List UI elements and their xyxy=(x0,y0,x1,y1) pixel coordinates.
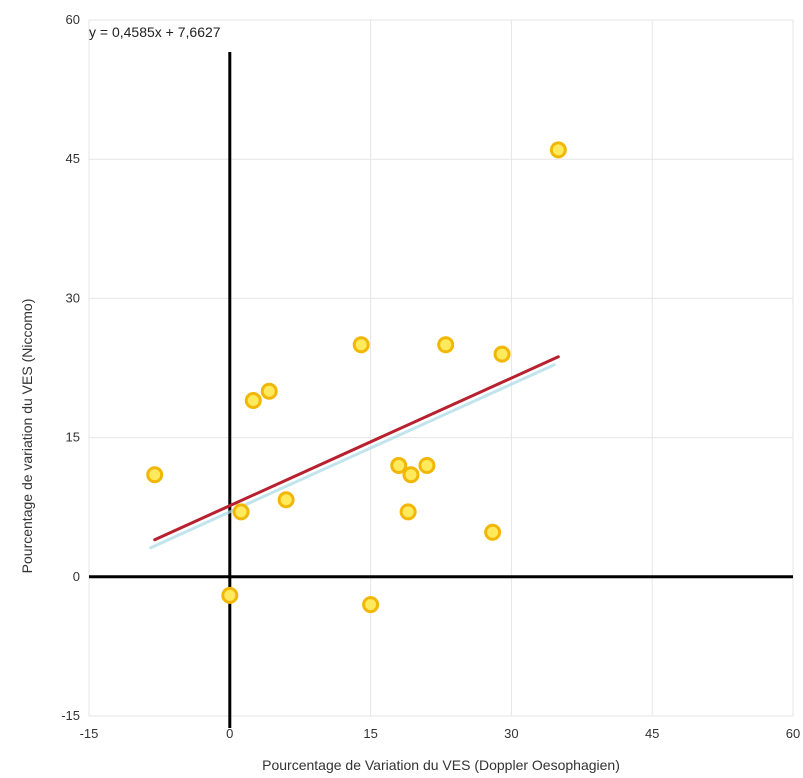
grid xyxy=(88,19,794,717)
y-tick-label: -15 xyxy=(61,708,80,723)
data-point xyxy=(260,382,278,400)
data-point xyxy=(232,503,250,521)
data-point xyxy=(437,336,455,354)
data-point xyxy=(146,466,164,484)
tick-labels: -15 0 15 30 45 60 -15 0 15 30 45 60 xyxy=(61,12,800,741)
y-tick-label: 30 xyxy=(66,290,80,305)
x-tick-label: 30 xyxy=(504,726,518,741)
y-axis-title: Pourcentage de variation du VES (Niccomo… xyxy=(19,299,35,574)
data-point xyxy=(244,391,262,409)
y-tick-label: 45 xyxy=(66,151,80,166)
data-point xyxy=(484,523,502,541)
data-point xyxy=(362,596,380,614)
data-point xyxy=(221,586,239,604)
data-point xyxy=(493,345,511,363)
x-tick-label: -15 xyxy=(80,726,99,741)
data-point xyxy=(390,456,408,474)
y-tick-label: 60 xyxy=(66,12,80,27)
trendline xyxy=(153,355,560,542)
data-point xyxy=(277,491,295,509)
data-point xyxy=(418,456,436,474)
x-tick-label: 0 xyxy=(226,726,233,741)
zero-axes xyxy=(89,52,793,728)
x-tick-label: 60 xyxy=(786,726,800,741)
x-tick-label: 45 xyxy=(645,726,659,741)
data-point xyxy=(399,503,417,521)
y-tick-label: 0 xyxy=(73,569,80,584)
y-tick-label: 15 xyxy=(66,430,80,445)
trendline-equation: y = 0,4585x + 7,6627 xyxy=(89,24,221,40)
data-point xyxy=(549,141,567,159)
trendline-shadow xyxy=(149,363,556,550)
data-point xyxy=(352,336,370,354)
data-points xyxy=(146,141,567,614)
x-axis-title: Pourcentage de Variation du VES (Doppler… xyxy=(262,757,620,773)
trendline-group xyxy=(149,355,560,550)
data-point xyxy=(402,466,420,484)
x-tick-label: 15 xyxy=(363,726,377,741)
